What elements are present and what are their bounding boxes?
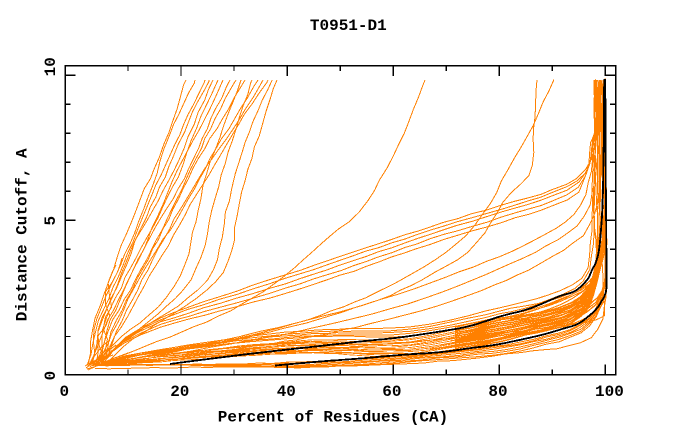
svg-text:100: 100 [595,383,624,401]
svg-text:10: 10 [42,57,60,76]
svg-text:0: 0 [59,383,69,401]
svg-text:60: 60 [382,383,401,401]
svg-text:T0951-D1: T0951-D1 [310,17,387,35]
svg-text:Percent of Residues (CA): Percent of Residues (CA) [218,408,448,426]
svg-text:Distance Cutoff, A: Distance Cutoff, A [14,148,32,321]
svg-text:5: 5 [42,216,60,226]
svg-text:80: 80 [488,383,507,401]
svg-text:20: 20 [170,383,189,401]
svg-text:0: 0 [42,371,60,381]
svg-text:40: 40 [277,383,296,401]
